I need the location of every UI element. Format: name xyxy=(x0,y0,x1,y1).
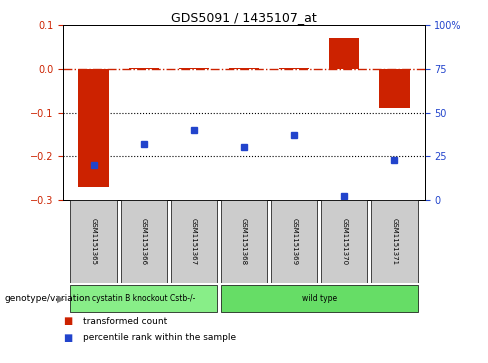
Text: percentile rank within the sample: percentile rank within the sample xyxy=(83,333,236,342)
Bar xyxy=(129,68,159,69)
Text: wild type: wild type xyxy=(302,294,337,303)
Text: genotype/variation: genotype/variation xyxy=(5,294,91,303)
Text: GSM1151366: GSM1151366 xyxy=(141,218,147,265)
Text: GSM1151367: GSM1151367 xyxy=(191,218,197,265)
Bar xyxy=(171,200,217,283)
Bar xyxy=(229,68,259,69)
Bar xyxy=(179,68,209,69)
Text: GSM1151371: GSM1151371 xyxy=(391,218,397,265)
Title: GDS5091 / 1435107_at: GDS5091 / 1435107_at xyxy=(171,11,317,24)
Bar xyxy=(329,38,359,69)
Bar xyxy=(380,69,409,108)
Bar xyxy=(271,200,317,283)
Bar xyxy=(321,200,367,283)
Text: cystatin B knockout Cstb-/-: cystatin B knockout Cstb-/- xyxy=(92,294,195,303)
Text: GSM1151365: GSM1151365 xyxy=(91,218,97,265)
Bar xyxy=(79,69,109,187)
Bar xyxy=(371,200,418,283)
Bar xyxy=(121,200,167,283)
Bar xyxy=(70,200,117,283)
Bar xyxy=(279,68,309,69)
Bar xyxy=(221,285,418,313)
Text: GSM1151368: GSM1151368 xyxy=(241,218,247,265)
Text: GSM1151369: GSM1151369 xyxy=(291,218,297,265)
Text: ■: ■ xyxy=(63,333,73,343)
Text: transformed count: transformed count xyxy=(83,317,167,326)
Text: ▶: ▶ xyxy=(57,294,65,303)
Bar xyxy=(221,200,267,283)
Bar xyxy=(70,285,217,313)
Text: GSM1151370: GSM1151370 xyxy=(341,218,347,265)
Text: ■: ■ xyxy=(63,316,73,326)
